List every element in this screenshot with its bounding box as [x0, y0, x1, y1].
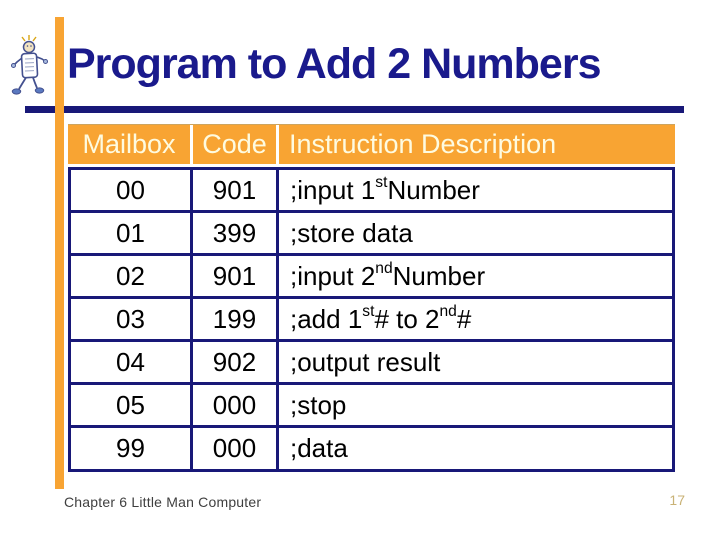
description-cell: ;data [290, 433, 348, 463]
code-cell: 399 [193, 213, 279, 253]
slide-title: Program to Add 2 Numbers [67, 40, 601, 88]
table-row: 04 902 ;output result [71, 342, 672, 385]
description-cell: ;stop [290, 389, 347, 420]
mailbox-cell: 99 [71, 428, 193, 469]
table-row: 01 399 ;store data [71, 213, 672, 256]
title-underline [25, 106, 684, 113]
little-man-icon [11, 35, 48, 95]
description-cell: ;output result [290, 346, 441, 377]
column-header-description: Instruction Description [279, 125, 675, 164]
code-cell: 901 [193, 170, 279, 210]
accent-bar-vertical [55, 17, 64, 489]
table-row: 99 000 ;data [71, 428, 672, 469]
code-cell: 901 [193, 256, 279, 296]
column-header-code: Code [193, 125, 276, 164]
column-header-mailbox: Mailbox [68, 125, 190, 164]
footer-text: Chapter 6 Little Man Computer [64, 494, 262, 510]
table-row: 05 000 ;stop [71, 385, 672, 428]
code-cell: 902 [193, 342, 279, 382]
mailbox-cell: 03 [71, 299, 193, 339]
page-number: 17 [669, 492, 685, 508]
description-cell: ;store data [290, 217, 413, 248]
table-header-row: Mailbox Code Instruction Description [68, 124, 675, 164]
mailbox-cell: 01 [71, 213, 193, 253]
mailbox-cell: 00 [71, 170, 193, 210]
code-cell: 199 [193, 299, 279, 339]
code-cell: 000 [193, 428, 279, 469]
mailbox-cell: 04 [71, 342, 193, 382]
code-cell: 000 [193, 385, 279, 425]
mailbox-cell: 02 [71, 256, 193, 296]
mailbox-cell: 05 [71, 385, 193, 425]
